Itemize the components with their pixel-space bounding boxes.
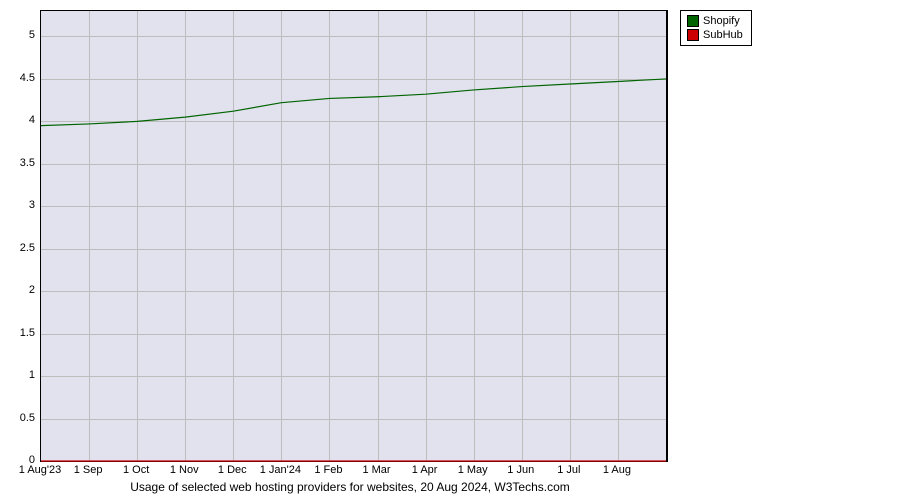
y-tick-label: 4 (5, 114, 35, 126)
y-tick-label: 2 (5, 284, 35, 296)
x-tick-label: 1 Nov (170, 464, 199, 476)
legend-item: SubHub (687, 28, 743, 42)
legend: ShopifySubHub (680, 10, 752, 46)
chart-container: 00.511.522.533.544.55 1 Aug'231 Sep1 Oct… (0, 0, 900, 500)
x-tick-label: 1 Oct (123, 464, 149, 476)
y-tick-label: 2.5 (5, 242, 35, 254)
x-tick-label: 1 May (458, 464, 488, 476)
y-tick-label: 3 (5, 199, 35, 211)
legend-item: Shopify (687, 14, 743, 28)
x-tick-label: 1 Jun (507, 464, 534, 476)
legend-swatch (687, 29, 699, 41)
x-tick-label: 1 Aug (603, 464, 631, 476)
plot-area (40, 10, 668, 462)
x-tick-label: 1 Apr (412, 464, 438, 476)
y-tick-label: 0.5 (5, 412, 35, 424)
x-tick-label: 1 Mar (362, 464, 390, 476)
legend-swatch (687, 15, 699, 27)
series-layer (41, 11, 666, 461)
chart-caption: Usage of selected web hosting providers … (0, 480, 700, 494)
y-tick-label: 5 (5, 29, 35, 41)
y-tick-label: 1.5 (5, 327, 35, 339)
x-tick-label: 1 Jan'24 (260, 464, 301, 476)
x-tick-label: 1 Dec (218, 464, 247, 476)
x-tick-label: 1 Aug'23 (19, 464, 61, 476)
y-tick-label: 4.5 (5, 72, 35, 84)
legend-label: Shopify (703, 14, 740, 28)
x-tick-label: 1 Jul (557, 464, 580, 476)
series-shopify (41, 79, 666, 126)
y-tick-label: 3.5 (5, 157, 35, 169)
legend-label: SubHub (703, 28, 743, 42)
x-tick-label: 1 Feb (314, 464, 342, 476)
y-tick-label: 1 (5, 369, 35, 381)
x-tick-label: 1 Sep (74, 464, 103, 476)
